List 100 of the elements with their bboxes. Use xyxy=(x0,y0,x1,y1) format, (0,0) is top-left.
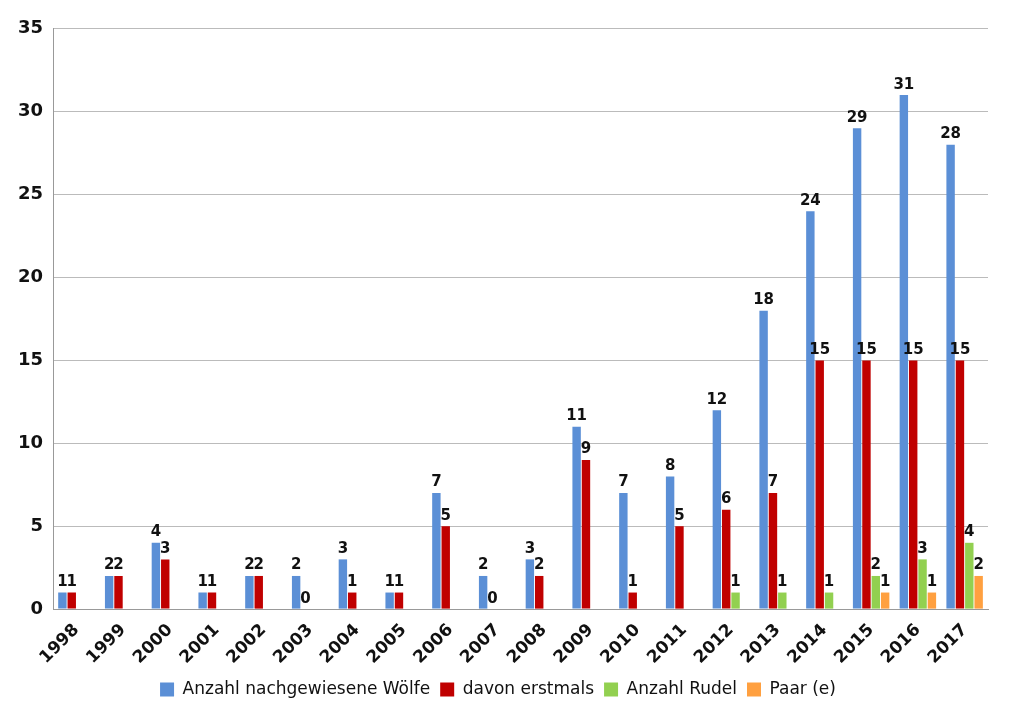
bar xyxy=(619,493,628,609)
data-label: 7 xyxy=(767,472,779,491)
y-tick-label: 5 xyxy=(30,513,44,535)
bar xyxy=(871,575,881,609)
bar xyxy=(348,592,357,609)
y-tick-label: 20 xyxy=(17,265,44,287)
y-tick-label: 0 xyxy=(30,596,44,618)
data-label: 1 xyxy=(57,571,68,590)
data-label: 3 xyxy=(524,538,536,557)
data-label: 3 xyxy=(160,538,171,557)
bar xyxy=(394,592,404,609)
bar xyxy=(722,509,731,609)
data-label: 1 xyxy=(66,571,77,590)
bar xyxy=(432,493,441,609)
bar xyxy=(114,575,123,609)
data-label: 2 xyxy=(113,555,124,574)
bar xyxy=(974,575,983,609)
data-label: 4 xyxy=(964,522,975,541)
data-label: 0 xyxy=(300,588,311,607)
bar xyxy=(441,526,450,609)
bar xyxy=(909,360,918,609)
data-label: 1 xyxy=(879,571,891,590)
bar xyxy=(338,559,348,609)
data-label: 29 xyxy=(846,107,868,126)
data-label: 4 xyxy=(150,522,162,541)
data-label: 9 xyxy=(580,439,592,458)
data-label: 8 xyxy=(664,455,676,474)
data-label: 1 xyxy=(777,571,788,590)
bar xyxy=(880,592,890,609)
y-tick-label: 25 xyxy=(17,182,44,204)
bar xyxy=(778,592,787,609)
data-label: 24 xyxy=(799,190,821,209)
bar xyxy=(198,592,207,609)
data-label: 1 xyxy=(206,571,218,590)
bar xyxy=(104,575,114,609)
bar xyxy=(955,360,965,609)
bar xyxy=(254,575,263,609)
bar xyxy=(67,592,76,609)
bar xyxy=(478,575,488,609)
data-label: 7 xyxy=(618,472,629,491)
data-label: 2 xyxy=(253,555,264,574)
data-label: 11 xyxy=(566,406,588,425)
bar xyxy=(581,459,591,609)
bar xyxy=(862,360,871,609)
data-label: 2 xyxy=(290,555,302,574)
data-label: 7 xyxy=(431,472,442,491)
legend-label: Paar (e) xyxy=(769,677,836,698)
bar xyxy=(815,360,824,609)
bar xyxy=(385,592,394,609)
bar xyxy=(628,592,637,609)
legend-label: Anzahl Rudel xyxy=(626,677,738,698)
data-label: 5 xyxy=(674,505,685,524)
bar xyxy=(151,542,161,609)
legend-label: Anzahl nachgewiesene Wölfe xyxy=(182,677,431,698)
data-label: 1 xyxy=(393,571,405,590)
data-label: 3 xyxy=(337,538,349,557)
bar xyxy=(965,542,974,609)
data-label: 6 xyxy=(720,489,732,508)
data-label: 3 xyxy=(917,538,928,557)
bar xyxy=(675,526,684,609)
data-label: 28 xyxy=(940,124,962,143)
data-label: 1 xyxy=(926,571,938,590)
data-label: 12 xyxy=(706,389,728,408)
legend-label: davon erstmals xyxy=(462,677,595,698)
bar xyxy=(759,310,768,609)
bar xyxy=(535,575,544,609)
bar xyxy=(824,592,834,609)
data-label: 2 xyxy=(103,555,115,574)
bar xyxy=(665,476,675,609)
y-tick-label: 10 xyxy=(17,430,44,452)
y-tick-label: 30 xyxy=(17,99,44,121)
bar xyxy=(525,559,535,609)
data-label: 0 xyxy=(487,588,498,607)
data-label: 1 xyxy=(384,571,395,590)
data-label: 1 xyxy=(730,571,741,590)
bar xyxy=(731,592,740,609)
bar xyxy=(712,410,722,609)
bar xyxy=(245,575,254,609)
data-label: 2 xyxy=(244,555,255,574)
data-label: 18 xyxy=(753,290,775,309)
bar xyxy=(161,559,170,609)
data-label: 2 xyxy=(973,555,984,574)
bar xyxy=(572,426,581,609)
data-label: 2 xyxy=(534,555,545,574)
data-label: 1 xyxy=(347,571,358,590)
bar xyxy=(927,592,937,609)
bar xyxy=(207,592,217,609)
bar xyxy=(58,592,67,609)
data-label: 1 xyxy=(627,571,638,590)
bar xyxy=(918,559,927,609)
data-label: 31 xyxy=(893,74,915,93)
data-label: 2 xyxy=(477,555,489,574)
data-label: 5 xyxy=(440,505,451,524)
data-label: 2 xyxy=(870,555,882,574)
data-label: 1 xyxy=(197,571,208,590)
bar xyxy=(291,575,301,609)
bar xyxy=(768,493,778,609)
y-tick-label: 35 xyxy=(17,16,44,38)
data-label: 1 xyxy=(823,571,835,590)
y-tick-label: 15 xyxy=(17,348,44,370)
